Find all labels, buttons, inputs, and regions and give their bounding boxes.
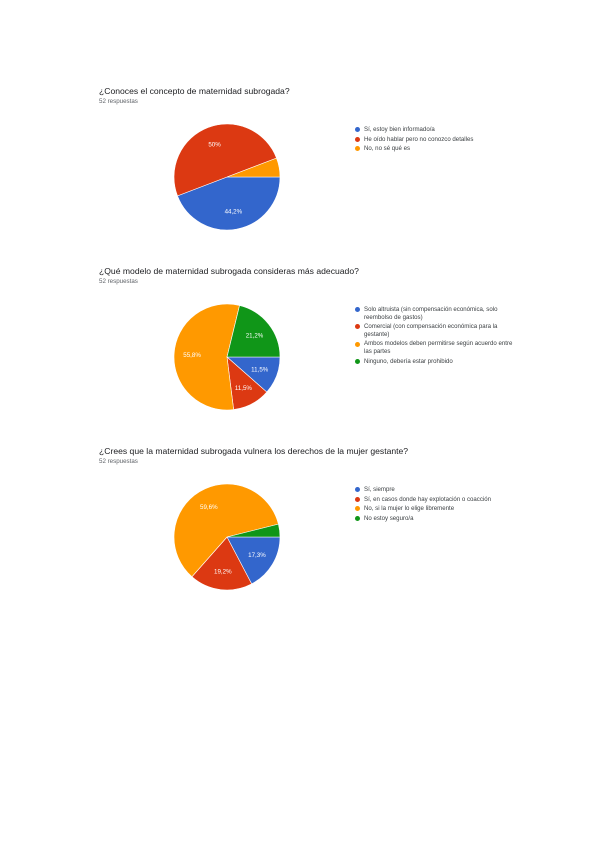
legend-swatch-1 <box>355 307 360 313</box>
pie-slice-label-1: 44,2% <box>225 208 243 215</box>
question-3-response-count: 52 respuestas <box>99 458 138 465</box>
question-1-chart: ¿Conoces el concepto de maternidad subro… <box>0 86 599 256</box>
legend-item-3: No, si la mujer lo elige libremente <box>355 505 515 513</box>
legend-label-2: Comercial (con compensación económica pa… <box>364 323 498 338</box>
legend-label-3: No, no sé qué es <box>364 145 411 153</box>
question-1-response-count: 52 respuestas <box>99 98 138 105</box>
pie-slice-label-2: 19,2% <box>214 569 232 576</box>
legend-swatch-1 <box>355 127 360 133</box>
question-3-chart: ¿Crees que la maternidad subrogada vulne… <box>0 446 599 616</box>
legend-item-1: Solo altruista (sin compensación económi… <box>355 306 515 321</box>
pie-slice-label-1: 17,3% <box>248 552 266 559</box>
question-2-pie: 11,5% 11,5% 55,8% 21,2% <box>173 303 281 411</box>
legend-item-1: Sí, siempre <box>355 486 515 494</box>
question-1-legend: Sí, estoy bien informado/a He oído hablar… <box>355 126 515 155</box>
legend-label-2: Sí, en casos donde hay explotación o coa… <box>364 495 492 503</box>
pie-slice-2 <box>173 123 277 197</box>
pie-slice-label-3: 59,6% <box>200 504 218 511</box>
pie-slice-4 <box>226 305 281 358</box>
question-2-legend: Solo altruista (sin compensación económi… <box>355 306 515 367</box>
legend-swatch-3 <box>355 146 360 152</box>
question-3-pie: 17,3% 19,2% 59,6% <box>173 483 281 591</box>
legend-swatch-1 <box>355 487 360 493</box>
legend-swatch-3 <box>355 506 360 512</box>
legend-item-3: No, no sé qué es <box>355 145 515 153</box>
legend-item-2: Comercial (con compensación económica pa… <box>355 323 515 338</box>
legend-swatch-3 <box>355 341 360 347</box>
pie-slice-3 <box>173 303 240 411</box>
pie-slice-label-3: 55,8% <box>183 352 201 359</box>
legend-swatch-2 <box>355 136 360 142</box>
pie-slice-label-1: 11,5% <box>251 366 269 373</box>
legend-label-1: Sí, siempre <box>364 486 395 493</box>
legend-item-2: Sí, en casos donde hay explotación o coa… <box>355 496 515 504</box>
question-2-title: ¿Qué modelo de maternidad subrogada cons… <box>99 266 359 276</box>
legend-item-3: Ambos modelos deben permitirse según acu… <box>355 340 515 355</box>
legend-label-1: Sí, estoy bien informado/a <box>364 126 435 133</box>
pie-slice-3 <box>173 483 279 578</box>
legend-item-4: Ninguno, debería estar prohibido <box>355 358 515 366</box>
question-3-title: ¿Crees que la maternidad subrogada vulne… <box>99 446 409 456</box>
legend-swatch-4 <box>355 358 360 364</box>
legend-item-2: He oído hablar pero no conozco detalles <box>355 136 515 144</box>
pie-slice-label-2: 50% <box>208 141 221 148</box>
legend-item-1: Sí, estoy bien informado/a <box>355 126 515 134</box>
question-1-pie: 44,2% 50% <box>173 123 281 231</box>
pie-slice-2 <box>191 536 253 591</box>
pie-slice-3 <box>226 157 281 178</box>
pie-slice-1 <box>177 176 281 231</box>
legend-label-4: Ninguno, debería estar prohibido <box>364 357 453 365</box>
legend-label-2: He oído hablar pero no conozco detalles <box>364 135 474 143</box>
legend-label-1: Solo altruista (sin compensación económi… <box>364 306 498 321</box>
legend-swatch-2 <box>355 324 360 330</box>
legend-label-4: No estoy seguro/a <box>364 514 414 522</box>
pie-slice-4 <box>226 523 281 538</box>
legend-swatch-4 <box>355 516 360 522</box>
pie-slice-label-4: 21,2% <box>246 332 264 339</box>
legend-item-4: No estoy seguro/a <box>355 515 515 523</box>
pie-slice-1 <box>226 536 281 585</box>
question-3-legend: Sí, siempre Sí, en casos donde hay explot… <box>355 486 515 524</box>
legend-swatch-2 <box>355 496 360 502</box>
question-2-response-count: 52 respuestas <box>99 278 138 285</box>
question-2-chart: ¿Qué modelo de maternidad subrogada cons… <box>0 266 599 436</box>
pie-slice-label-2: 11,5% <box>235 385 253 392</box>
legend-label-3: No, si la mujer lo elige libremente <box>364 505 455 513</box>
question-1-title: ¿Conoces el concepto de maternidad subro… <box>99 86 290 96</box>
legend-label-3: Ambos modelos deben permitirse según acu… <box>364 340 513 355</box>
